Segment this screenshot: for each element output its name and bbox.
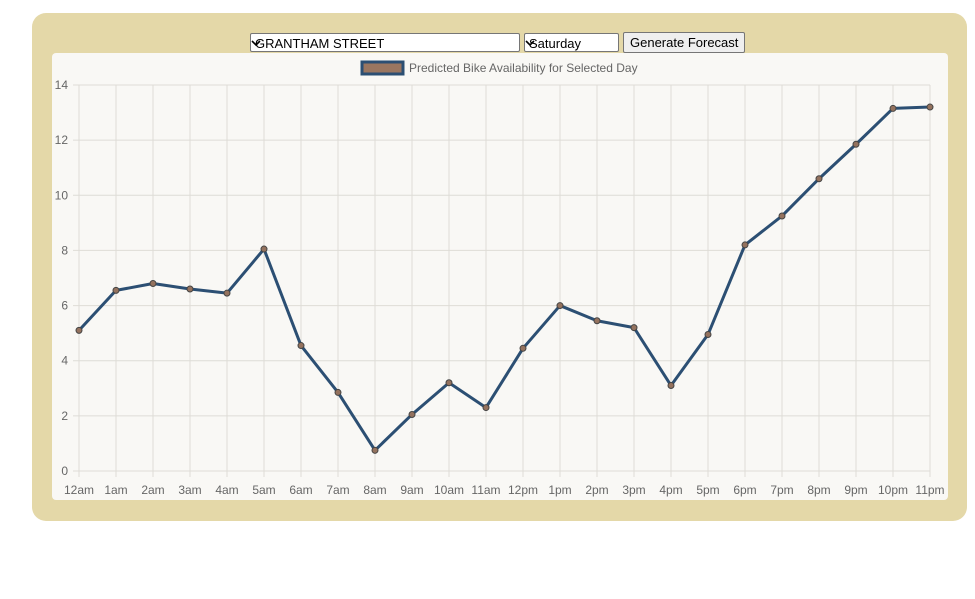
x-tick-label: 1pm	[548, 483, 571, 497]
data-point[interactable]	[630, 324, 638, 332]
data-point[interactable]	[482, 404, 490, 412]
data-point[interactable]	[371, 446, 379, 454]
series-line	[77, 105, 931, 452]
x-tick-label: 3pm	[622, 483, 645, 497]
station-select-value: GRANTHAM STREET	[255, 36, 385, 51]
data-point[interactable]	[926, 103, 934, 111]
x-tick-label: 7pm	[770, 483, 793, 497]
data-point[interactable]	[852, 140, 860, 148]
data-point[interactable]	[112, 286, 120, 294]
x-tick-label: 8pm	[807, 483, 830, 497]
data-point[interactable]	[223, 289, 231, 297]
data-point[interactable]	[334, 388, 342, 396]
x-tick-label: 9pm	[844, 483, 867, 497]
chevron-down-icon	[251, 40, 261, 47]
station-select[interactable]: GRANTHAM STREET	[250, 33, 520, 52]
x-axis-ticks: 12am 1am 2am 3am 4am 5am 6am 7am 8am 9am 10am 11am 1…	[64, 483, 945, 497]
data-point[interactable]	[704, 331, 712, 339]
controls-bar: GRANTHAM STREET Saturday Generate Foreca…	[250, 32, 746, 53]
x-tick-label: 2am	[141, 483, 164, 497]
generate-forecast-button[interactable]: Generate Forecast	[623, 32, 746, 53]
data-point[interactable]	[778, 212, 786, 220]
line-chart: 0 2 4 6 8 10 12 14 12am 1am 2am 3am 4am 5am 6am 7am 8am…	[55, 60, 945, 497]
data-point[interactable]	[741, 241, 749, 249]
x-tick-label: 4pm	[659, 483, 682, 497]
data-point[interactable]	[556, 302, 564, 310]
data-point[interactable]	[519, 344, 527, 352]
y-tick-label: 4	[61, 354, 68, 368]
x-tick-label: 12am	[64, 483, 94, 497]
x-tick-label: 5pm	[696, 483, 719, 497]
x-tick-label: 6am	[289, 483, 312, 497]
y-axis-ticks: 0 2 4 6 8 10 12 14	[55, 78, 69, 478]
x-tick-label: 9am	[400, 483, 423, 497]
data-point[interactable]	[815, 175, 823, 183]
data-point[interactable]	[667, 382, 675, 390]
x-tick-label: 6pm	[733, 483, 756, 497]
data-point[interactable]	[186, 285, 194, 293]
x-tick-label: 8am	[363, 483, 386, 497]
legend-swatch	[360, 60, 405, 76]
y-tick-label: 12	[55, 133, 69, 147]
x-tick-label: 11pm	[915, 483, 944, 497]
y-tick-label: 0	[61, 464, 68, 478]
x-tick-label: 7am	[326, 483, 349, 497]
y-tick-label: 10	[55, 188, 69, 202]
y-tick-label: 14	[55, 78, 69, 92]
y-tick-label: 8	[61, 243, 68, 257]
data-point[interactable]	[75, 326, 83, 334]
series-layer	[75, 103, 934, 454]
day-select[interactable]: Saturday	[524, 33, 619, 52]
data-point[interactable]	[408, 410, 416, 418]
data-point[interactable]	[260, 245, 268, 253]
data-point[interactable]	[445, 379, 453, 387]
chevron-down-icon	[525, 40, 535, 47]
x-tick-label: 1am	[104, 483, 127, 497]
data-point[interactable]	[593, 317, 601, 325]
x-tick-label: 10pm	[878, 483, 908, 497]
x-tick-label: 5am	[252, 483, 275, 497]
data-point[interactable]	[889, 104, 897, 112]
y-tick-label: 2	[61, 409, 68, 423]
chart-area: 0 2 4 6 8 10 12 14 12am 1am 2am 3am 4am 5am 6am 7am 8am…	[52, 53, 948, 500]
day-select-value: Saturday	[529, 36, 582, 51]
x-tick-label: 12pm	[508, 483, 538, 497]
x-tick-label: 4am	[215, 483, 238, 497]
y-tick-label: 6	[61, 299, 68, 313]
data-point[interactable]	[297, 342, 305, 350]
x-tick-label: 3am	[178, 483, 201, 497]
x-tick-label: 10am	[434, 483, 464, 497]
x-tick-label: 2pm	[585, 483, 608, 497]
data-point[interactable]	[149, 280, 157, 288]
x-tick-label: 11am	[471, 483, 500, 497]
grid-lines	[73, 84, 931, 477]
chart-legend[interactable]: Predicted Bike Availability for Selected…	[360, 60, 638, 76]
legend-label: Predicted Bike Availability for Selected…	[409, 61, 638, 75]
